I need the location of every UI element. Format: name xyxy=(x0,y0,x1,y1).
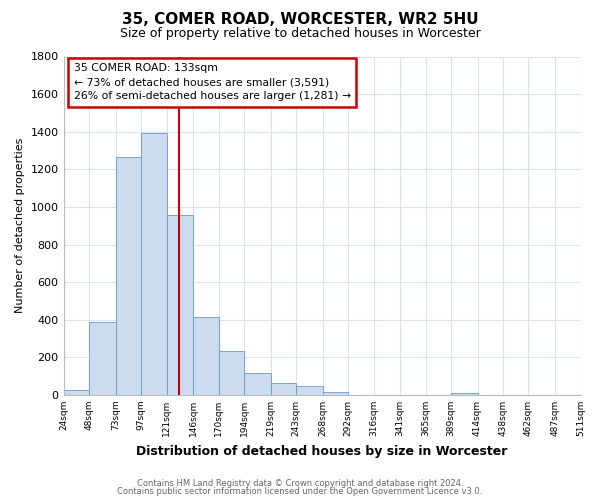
Bar xyxy=(64,390,89,395)
Bar xyxy=(323,392,348,395)
Bar xyxy=(296,386,323,395)
Bar xyxy=(451,392,478,395)
Text: Contains HM Land Registry data © Crown copyright and database right 2024.: Contains HM Land Registry data © Crown c… xyxy=(137,478,463,488)
Text: 35 COMER ROAD: 133sqm
← 73% of detached houses are smaller (3,591)
26% of semi-d: 35 COMER ROAD: 133sqm ← 73% of detached … xyxy=(74,64,351,102)
Text: 35, COMER ROAD, WORCESTER, WR2 5HU: 35, COMER ROAD, WORCESTER, WR2 5HU xyxy=(122,12,478,28)
Bar xyxy=(141,132,167,395)
X-axis label: Distribution of detached houses by size in Worcester: Distribution of detached houses by size … xyxy=(136,444,508,458)
Y-axis label: Number of detached properties: Number of detached properties xyxy=(15,138,25,314)
Bar xyxy=(167,216,193,395)
Bar xyxy=(193,317,218,395)
Bar xyxy=(218,350,244,395)
Text: Contains public sector information licensed under the Open Government Licence v3: Contains public sector information licen… xyxy=(118,487,482,496)
Text: Size of property relative to detached houses in Worcester: Size of property relative to detached ho… xyxy=(119,28,481,40)
Bar xyxy=(271,382,296,395)
Bar xyxy=(89,322,116,395)
Bar xyxy=(244,374,271,395)
Bar xyxy=(116,157,141,395)
